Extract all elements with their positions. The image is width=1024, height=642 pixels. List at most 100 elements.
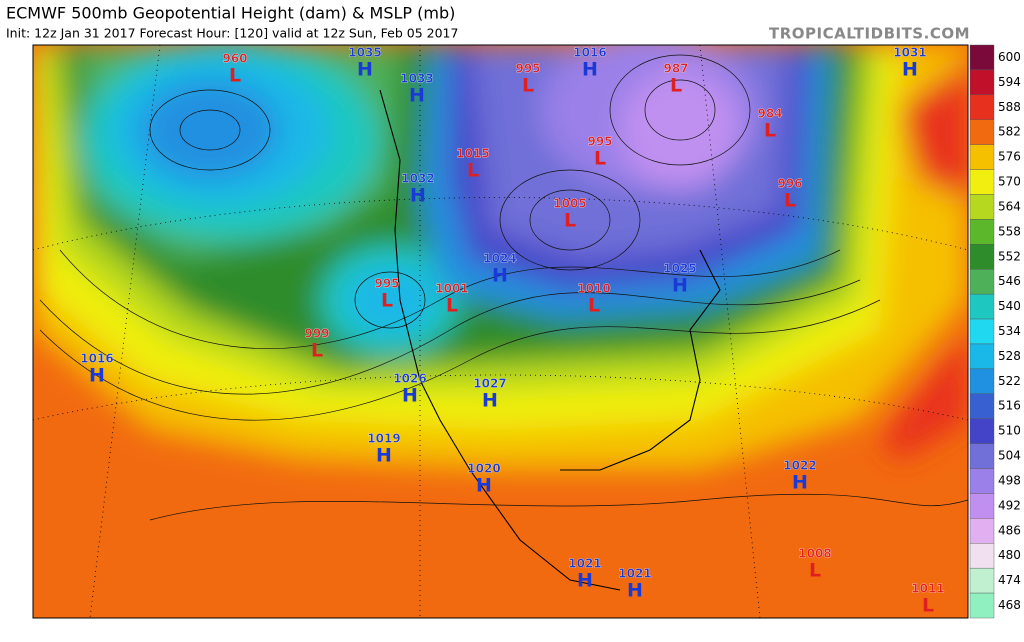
center-kind: H	[89, 365, 105, 387]
center-value: 1021	[568, 557, 601, 571]
center-value: 1035	[348, 46, 381, 60]
center-kind: H	[492, 265, 508, 287]
colorbar-swatch	[969, 144, 995, 170]
center-kind: L	[670, 75, 682, 97]
colorbar-swatch	[969, 543, 995, 569]
center-value: 1005	[553, 197, 586, 211]
colorbar-label: 576	[998, 150, 1021, 164]
center-value: 995	[587, 135, 612, 149]
center-kind: H	[482, 390, 498, 412]
colorbar-swatch	[969, 418, 995, 444]
center-kind: H	[577, 570, 593, 592]
colorbar-label: 564	[998, 199, 1021, 213]
colorbar-label: 558	[998, 224, 1021, 238]
center-value: 999	[304, 327, 329, 341]
center-value: 995	[515, 62, 540, 76]
center-kind: L	[594, 148, 606, 170]
center-value: 1027	[473, 377, 506, 391]
colorbar-swatch	[969, 94, 995, 120]
center-kind: L	[564, 210, 576, 232]
colorbar-swatch	[969, 69, 995, 96]
subtitle: Init: 12z Jan 31 2017 Forecast Hour: [12…	[6, 26, 458, 41]
center-value: 996	[777, 177, 802, 191]
colorbar-label: 492	[998, 498, 1021, 512]
colorbar-swatch	[969, 493, 995, 519]
colorbar-label: 570	[998, 175, 1021, 189]
colorbar-label: 498	[998, 473, 1021, 487]
center-value: 1025	[663, 262, 696, 276]
center-value: 960	[222, 52, 247, 66]
center-kind: H	[410, 185, 426, 207]
colorbar: 600 594 588 582 576 570 564 558 552 546 540 534 528 5…	[969, 44, 1021, 619]
colorbar-label: 594	[998, 75, 1021, 89]
colorbar-label: 600	[998, 50, 1021, 64]
colorbar-label: 528	[998, 349, 1021, 363]
graticule	[33, 45, 968, 618]
colorbar-label: 516	[998, 399, 1021, 413]
colorbar-label: 582	[998, 125, 1021, 139]
center-value: 1011	[911, 582, 944, 596]
center-value: 1032	[401, 172, 434, 186]
colorbar-label: 504	[998, 449, 1021, 463]
colorbar-swatch	[969, 244, 995, 270]
center-kind: H	[376, 445, 392, 467]
colorbar-label: 552	[998, 249, 1021, 263]
center-kind: H	[792, 472, 808, 494]
center-kind: L	[522, 75, 534, 97]
map-frame	[32, 44, 969, 619]
center-kind: L	[229, 65, 241, 87]
colorbar-swatch	[969, 468, 995, 494]
colorbar-label: 522	[998, 374, 1021, 388]
center-value: 1010	[577, 282, 610, 296]
site-name: TROPICALTIDBITS.COM	[769, 25, 970, 43]
colorbar-swatch	[969, 567, 995, 594]
center-value: 1015	[456, 147, 489, 161]
colorbar-label: 510	[998, 424, 1021, 438]
center-value: 1008	[798, 547, 831, 561]
colorbar-swatch	[969, 269, 995, 295]
center-value: 1021	[618, 567, 651, 581]
center-kind: H	[582, 59, 598, 81]
colorbar-swatch	[969, 194, 995, 220]
center-kind: L	[809, 560, 821, 582]
center-value: 984	[757, 107, 782, 121]
colorbar-label: 588	[998, 100, 1021, 114]
colorbar-swatch	[969, 119, 995, 145]
center-value: 1001	[435, 282, 468, 296]
coastlines	[379, 89, 721, 591]
center-kind: L	[311, 340, 323, 362]
center-kind: H	[672, 275, 688, 297]
colorbar-label: 546	[998, 274, 1021, 288]
colorbar-swatch	[969, 368, 995, 394]
center-kind: L	[467, 160, 479, 182]
height-fields	[33, 45, 968, 470]
center-kind: L	[588, 295, 600, 317]
center-value: 1033	[400, 72, 433, 86]
colorbar-swatch	[969, 318, 995, 345]
center-value: 1024	[483, 252, 516, 266]
center-kind: H	[357, 59, 373, 81]
contours	[39, 54, 968, 521]
center-value: 1026	[393, 372, 426, 386]
colorbar-swatch	[969, 219, 995, 245]
colorbar-label: 474	[998, 573, 1021, 587]
center-value: 1019	[367, 432, 400, 446]
center-kind: H	[409, 85, 425, 107]
colorbar-swatch	[969, 443, 995, 469]
colorbar-swatch	[969, 293, 995, 320]
colorbar-label: 468	[998, 598, 1021, 612]
center-kind: L	[784, 190, 796, 212]
colorbar-label: 540	[998, 299, 1021, 313]
center-value: 1016	[573, 46, 606, 60]
center-value: 1022	[783, 459, 816, 473]
center-value: 995	[374, 277, 399, 291]
title: ECMWF 500mb Geopotential Height (dam) & …	[6, 4, 455, 23]
center-kind: H	[902, 59, 918, 81]
colorbar-label: 486	[998, 523, 1021, 537]
center-value: 1016	[80, 352, 113, 366]
colorbar-label: 534	[998, 324, 1021, 338]
center-kind: H	[627, 580, 643, 602]
